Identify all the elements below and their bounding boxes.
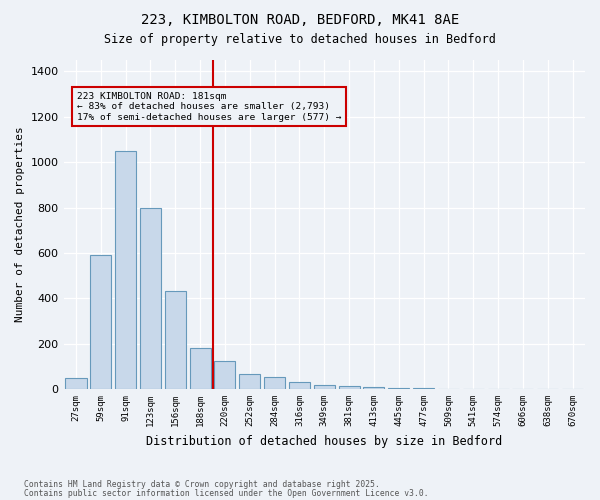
Text: Contains public sector information licensed under the Open Government Licence v3: Contains public sector information licen… xyxy=(24,489,428,498)
Bar xyxy=(264,376,285,389)
Bar xyxy=(314,384,335,389)
Bar xyxy=(413,388,434,389)
X-axis label: Distribution of detached houses by size in Bedford: Distribution of detached houses by size … xyxy=(146,434,502,448)
Bar xyxy=(289,382,310,389)
Bar xyxy=(214,360,235,389)
Bar xyxy=(65,378,86,389)
Bar xyxy=(90,255,112,389)
Bar xyxy=(338,386,359,389)
Text: Contains HM Land Registry data © Crown copyright and database right 2025.: Contains HM Land Registry data © Crown c… xyxy=(24,480,380,489)
Y-axis label: Number of detached properties: Number of detached properties xyxy=(15,126,25,322)
Bar xyxy=(239,374,260,389)
Text: Size of property relative to detached houses in Bedford: Size of property relative to detached ho… xyxy=(104,32,496,46)
Bar xyxy=(190,348,211,389)
Bar xyxy=(165,292,186,389)
Bar xyxy=(115,151,136,389)
Bar xyxy=(364,387,385,389)
Bar xyxy=(140,208,161,389)
Bar xyxy=(388,388,409,389)
Text: 223, KIMBOLTON ROAD, BEDFORD, MK41 8AE: 223, KIMBOLTON ROAD, BEDFORD, MK41 8AE xyxy=(141,12,459,26)
Text: 223 KIMBOLTON ROAD: 181sqm
← 83% of detached houses are smaller (2,793)
17% of s: 223 KIMBOLTON ROAD: 181sqm ← 83% of deta… xyxy=(77,92,341,122)
